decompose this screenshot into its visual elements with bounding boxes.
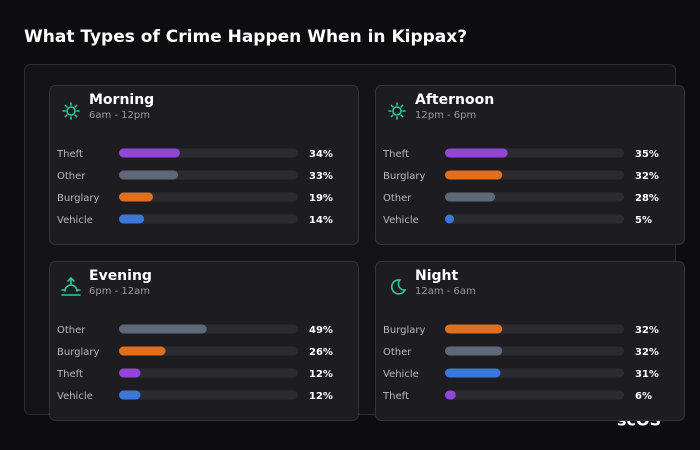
value-label: 33% xyxy=(309,171,333,182)
category-label: Burglary xyxy=(57,193,99,204)
bar xyxy=(119,148,180,158)
category-label: Other xyxy=(383,347,412,358)
value-label: 32% xyxy=(635,347,659,358)
category-label: Vehicle xyxy=(57,215,93,226)
category-label: Other xyxy=(57,171,86,182)
card-icon xyxy=(62,102,80,120)
card-background xyxy=(49,261,359,421)
bar-track xyxy=(445,390,624,400)
category-label: Theft xyxy=(56,149,83,160)
value-label: 34% xyxy=(309,149,333,160)
bar xyxy=(119,192,154,202)
card-icon xyxy=(388,102,406,120)
card: Afternoon 12pm - 6pm Theft 35% Burglary 32% Ot… xyxy=(375,85,685,245)
card: Night 12am - 6am Burglary 32% Other 32% Vehicl… xyxy=(375,261,685,421)
value-label: 12% xyxy=(309,369,333,380)
bar xyxy=(445,170,503,180)
category-label: Burglary xyxy=(383,325,425,336)
bar xyxy=(119,214,145,224)
value-label: 19% xyxy=(309,193,333,204)
card-subtitle: 12am - 6am xyxy=(415,286,476,297)
value-label: 14% xyxy=(309,215,333,226)
bar xyxy=(119,390,141,400)
bar xyxy=(445,192,496,202)
bar-track xyxy=(119,368,298,378)
bar xyxy=(119,368,141,378)
card-subtitle: 6pm - 12am xyxy=(89,286,150,297)
card-subtitle: 6am - 12pm xyxy=(89,110,150,121)
card-title: Morning xyxy=(89,92,154,108)
card-title: Evening xyxy=(89,268,152,284)
category-label: Vehicle xyxy=(383,215,419,226)
bar xyxy=(445,324,503,334)
category-label: Theft xyxy=(56,369,83,380)
card-background xyxy=(375,85,685,245)
card-icon xyxy=(61,276,81,296)
category-label: Theft xyxy=(382,149,409,160)
value-label: 32% xyxy=(635,325,659,336)
card-subtitle: 12pm - 6pm xyxy=(415,110,476,121)
bar xyxy=(119,346,166,356)
bar xyxy=(119,170,179,180)
bar xyxy=(119,324,207,334)
bar xyxy=(445,390,456,400)
value-label: 31% xyxy=(635,369,659,380)
bar-track xyxy=(445,214,624,224)
category-label: Burglary xyxy=(383,171,425,182)
category-label: Burglary xyxy=(57,347,99,358)
category-label: Other xyxy=(57,325,86,336)
value-label: 32% xyxy=(635,171,659,182)
category-label: Vehicle xyxy=(383,369,419,380)
category-label: Other xyxy=(383,193,412,204)
category-label: Vehicle xyxy=(57,391,93,402)
card: Evening 6pm - 12am Other 49% Burglary 26% Thef… xyxy=(49,261,359,421)
value-label: 35% xyxy=(635,149,659,160)
value-label: 12% xyxy=(309,391,333,402)
bar xyxy=(445,368,501,378)
card-background xyxy=(375,261,685,421)
bar-track xyxy=(119,192,298,202)
value-label: 5% xyxy=(635,215,652,226)
category-label: Theft xyxy=(382,391,409,402)
page-title: What Types of Crime Happen When in Kippa… xyxy=(24,27,467,47)
bar-track xyxy=(119,214,298,224)
value-label: 26% xyxy=(309,347,333,358)
value-label: 49% xyxy=(309,325,333,336)
bar xyxy=(445,346,503,356)
card-title: Afternoon xyxy=(415,92,494,108)
card: Morning 6am - 12pm Theft 34% Other 33% Burglar… xyxy=(49,85,359,245)
value-label: 28% xyxy=(635,193,659,204)
card-icon xyxy=(390,279,407,295)
bar xyxy=(445,214,454,224)
bar xyxy=(445,148,508,158)
bar-track xyxy=(119,390,298,400)
card-background xyxy=(49,85,359,245)
value-label: 6% xyxy=(635,391,652,402)
card-title: Night xyxy=(415,268,459,284)
